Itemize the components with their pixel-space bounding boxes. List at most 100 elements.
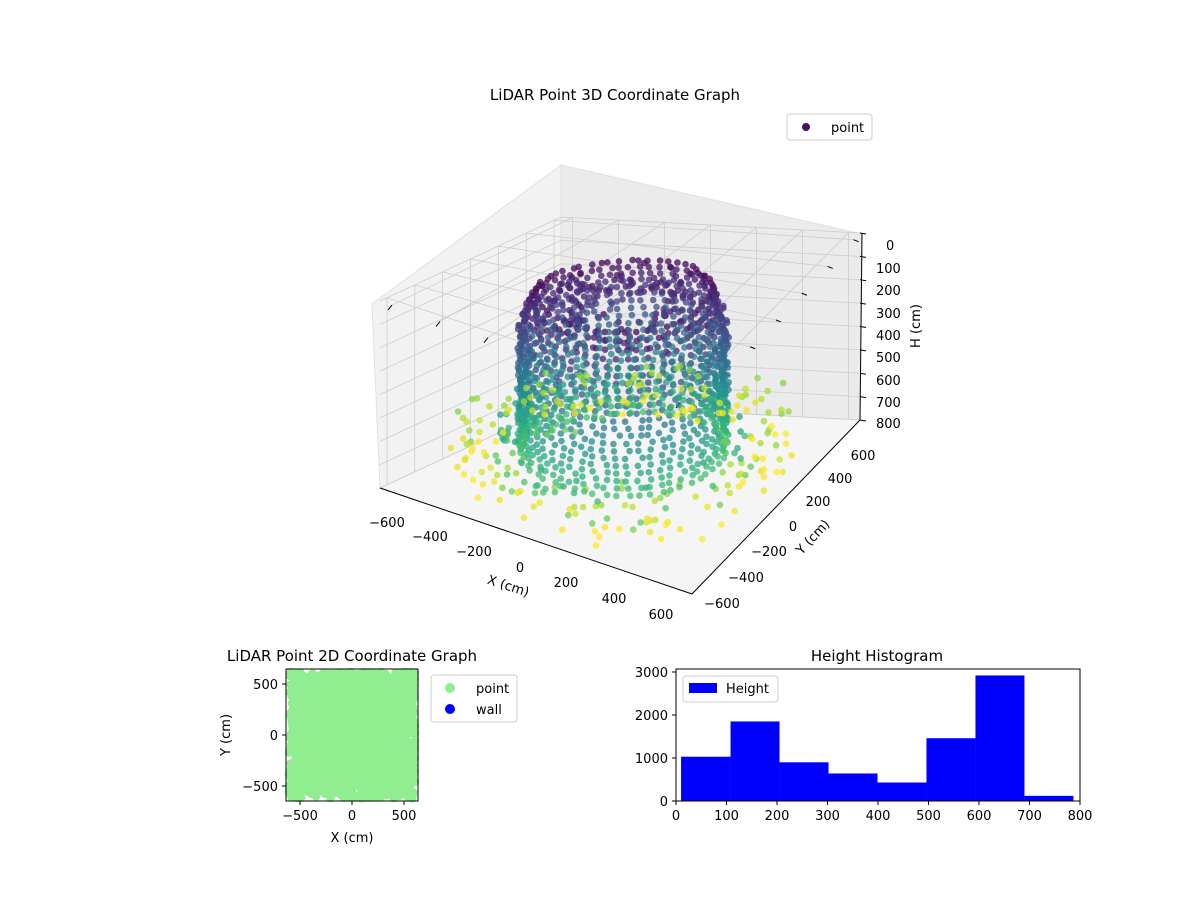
point-3d [629,256,636,264]
point-3d [527,394,534,401]
chart-2d-title: LiDAR Point 2D Coordinate Graph [227,647,477,665]
point-3d [535,471,542,478]
point-3d [713,445,720,453]
grid-line [526,232,828,267]
point-2d [311,791,321,801]
point-3d [645,263,653,271]
point-3d [725,386,732,394]
point-3d [708,458,715,466]
point-3d [560,445,568,452]
point-3d [500,402,508,409]
point-3d [680,438,687,445]
point-3d [680,423,687,430]
point-3d [614,395,621,403]
point-3d [588,520,596,527]
point-map-2d [284,667,420,803]
point-3d [698,535,706,543]
point-3d [674,259,681,266]
point-3d [749,435,756,443]
point-3d [529,407,536,414]
point-3d [574,341,581,348]
point-3d [539,438,547,445]
point-3d [589,423,596,430]
point-3d [592,300,600,308]
histogram-legend: Height [682,675,779,703]
legend-marker-point [445,683,455,693]
chart-3d-title: LiDAR Point 3D Coordinate Graph [490,86,740,104]
z-tick-label: 100 [876,262,901,277]
point-3d [637,289,644,297]
point-3d [680,336,687,344]
point-3d [571,429,579,436]
point-3d [562,411,570,418]
point-3d [551,346,558,354]
point-3d [665,479,673,487]
point-2d [353,669,363,679]
point-3d [636,263,644,270]
point-3d [555,388,562,396]
point-3d [573,356,581,363]
point-3d [583,301,591,309]
point-3d [619,296,626,303]
chart-2d: LiDAR Point 2D Coordinate Graph −500 0 5… [219,647,518,846]
point-3d [553,301,560,309]
point-3d [625,349,632,357]
point-3d [570,304,578,311]
point-3d [590,293,598,300]
point-3d [573,477,580,485]
x-tick-label: 200 [554,576,579,591]
point-3d [613,410,621,418]
point-3d [703,440,710,448]
point-3d [682,260,689,268]
point-3d [613,283,621,291]
point-3d [635,440,642,447]
point-3d [673,266,680,273]
point-3d [572,393,580,401]
point-3d [637,364,645,371]
point-3d [638,349,646,356]
point-3d [544,356,551,364]
point-3d [760,417,768,425]
point-3d [508,488,516,495]
point-3d [620,339,627,347]
point-3d [550,406,558,414]
point-3d [679,285,686,292]
point-3d [686,457,694,465]
point-3d [680,329,688,336]
point-3d [661,443,669,451]
point-3d [652,341,659,348]
point-3d [668,343,676,351]
point-3d [545,416,553,423]
point-3d [492,452,500,459]
legend-label-height: Height [726,682,769,697]
point-3d [574,318,581,326]
point-3d [694,445,702,453]
point-3d [570,440,578,448]
y-tick-label: 1000 [635,752,668,767]
point-3d [785,408,792,415]
point-3d [669,320,676,328]
point-3d [639,417,646,424]
point-3d [492,438,500,445]
point-3d [683,267,691,275]
point-3d [657,535,665,543]
point-3d [599,432,607,439]
z-tick-mark [859,255,867,258]
point-3d [615,312,623,320]
point-3d [594,390,601,397]
point-3d [650,401,657,409]
x-tick-label: −200 [456,545,492,560]
point-3d [533,430,540,437]
point-3d [632,346,640,354]
point-3d [587,376,594,384]
point-3d [463,418,471,425]
point-3d [626,276,634,283]
point-3d [709,362,717,370]
point-3d [561,388,569,396]
grid-line [379,216,861,302]
point-3d [734,402,741,409]
point-3d [520,398,528,405]
point-2d [285,671,295,681]
point-3d [547,272,555,280]
point-3d [566,272,574,279]
